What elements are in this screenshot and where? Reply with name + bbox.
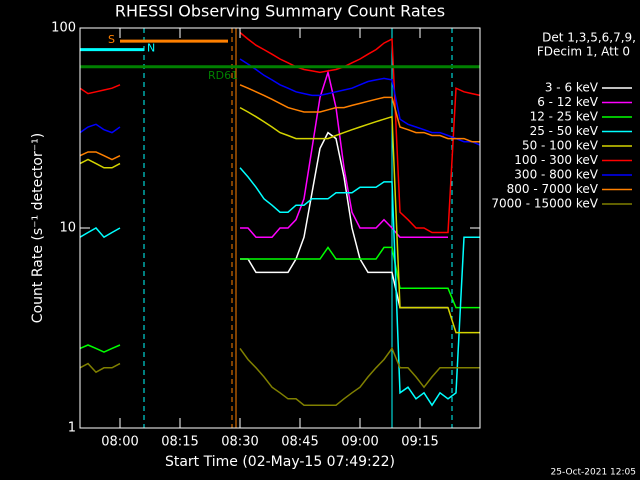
legend-header: FDecim 1, Att 0 <box>537 45 630 59</box>
y-tick-label: 1 <box>68 421 76 436</box>
legend-label: 25 - 50 keV <box>530 124 599 138</box>
x-tick-label: 08:30 <box>221 435 258 450</box>
legend-label: 3 - 6 keV <box>545 81 599 95</box>
series-line <box>79 84 480 161</box>
x-tick-label: 08:15 <box>161 435 198 450</box>
flag-label: N <box>147 42 155 55</box>
y-axis-label: Count Rate (s⁻¹ detector⁻¹) <box>30 133 46 323</box>
x-tick-label: 09:15 <box>401 435 438 450</box>
x-tick-label: 08:00 <box>101 435 138 450</box>
footer: 25-Oct-2021 12:05 <box>551 468 636 478</box>
series-line <box>79 167 480 407</box>
x-tick-label: 09:00 <box>341 435 378 450</box>
series-line <box>79 246 480 353</box>
series-line <box>79 31 481 234</box>
series-line <box>79 58 481 146</box>
flag-label: S <box>108 33 115 46</box>
legend-label: 800 - 7000 keV <box>507 182 599 196</box>
legend-label: 7000 - 15000 keV <box>491 197 598 211</box>
legend-label: 12 - 25 keV <box>530 110 599 124</box>
legend-label: 50 - 100 keV <box>522 139 599 153</box>
legend-label: 300 - 800 keV <box>514 168 598 182</box>
chart-title: RHESSI Observing Summary Count Rates <box>115 2 445 21</box>
legend-label: 6 - 12 keV <box>537 95 599 109</box>
x-tick-label: 08:45 <box>281 435 318 450</box>
legend-label: 100 - 300 keV <box>514 153 598 167</box>
series-line <box>79 346 480 406</box>
x-axis-label: Start Time (02-May-15 07:49:22) <box>165 454 395 470</box>
legend-header: Det 1,3,5,6,7,9, <box>542 31 636 45</box>
y-tick-label: 10 <box>59 221 76 236</box>
flag-label: RD61 <box>208 69 238 82</box>
series-line <box>240 69 448 238</box>
series-line <box>79 106 480 334</box>
y-tick-label: 100 <box>51 21 76 36</box>
